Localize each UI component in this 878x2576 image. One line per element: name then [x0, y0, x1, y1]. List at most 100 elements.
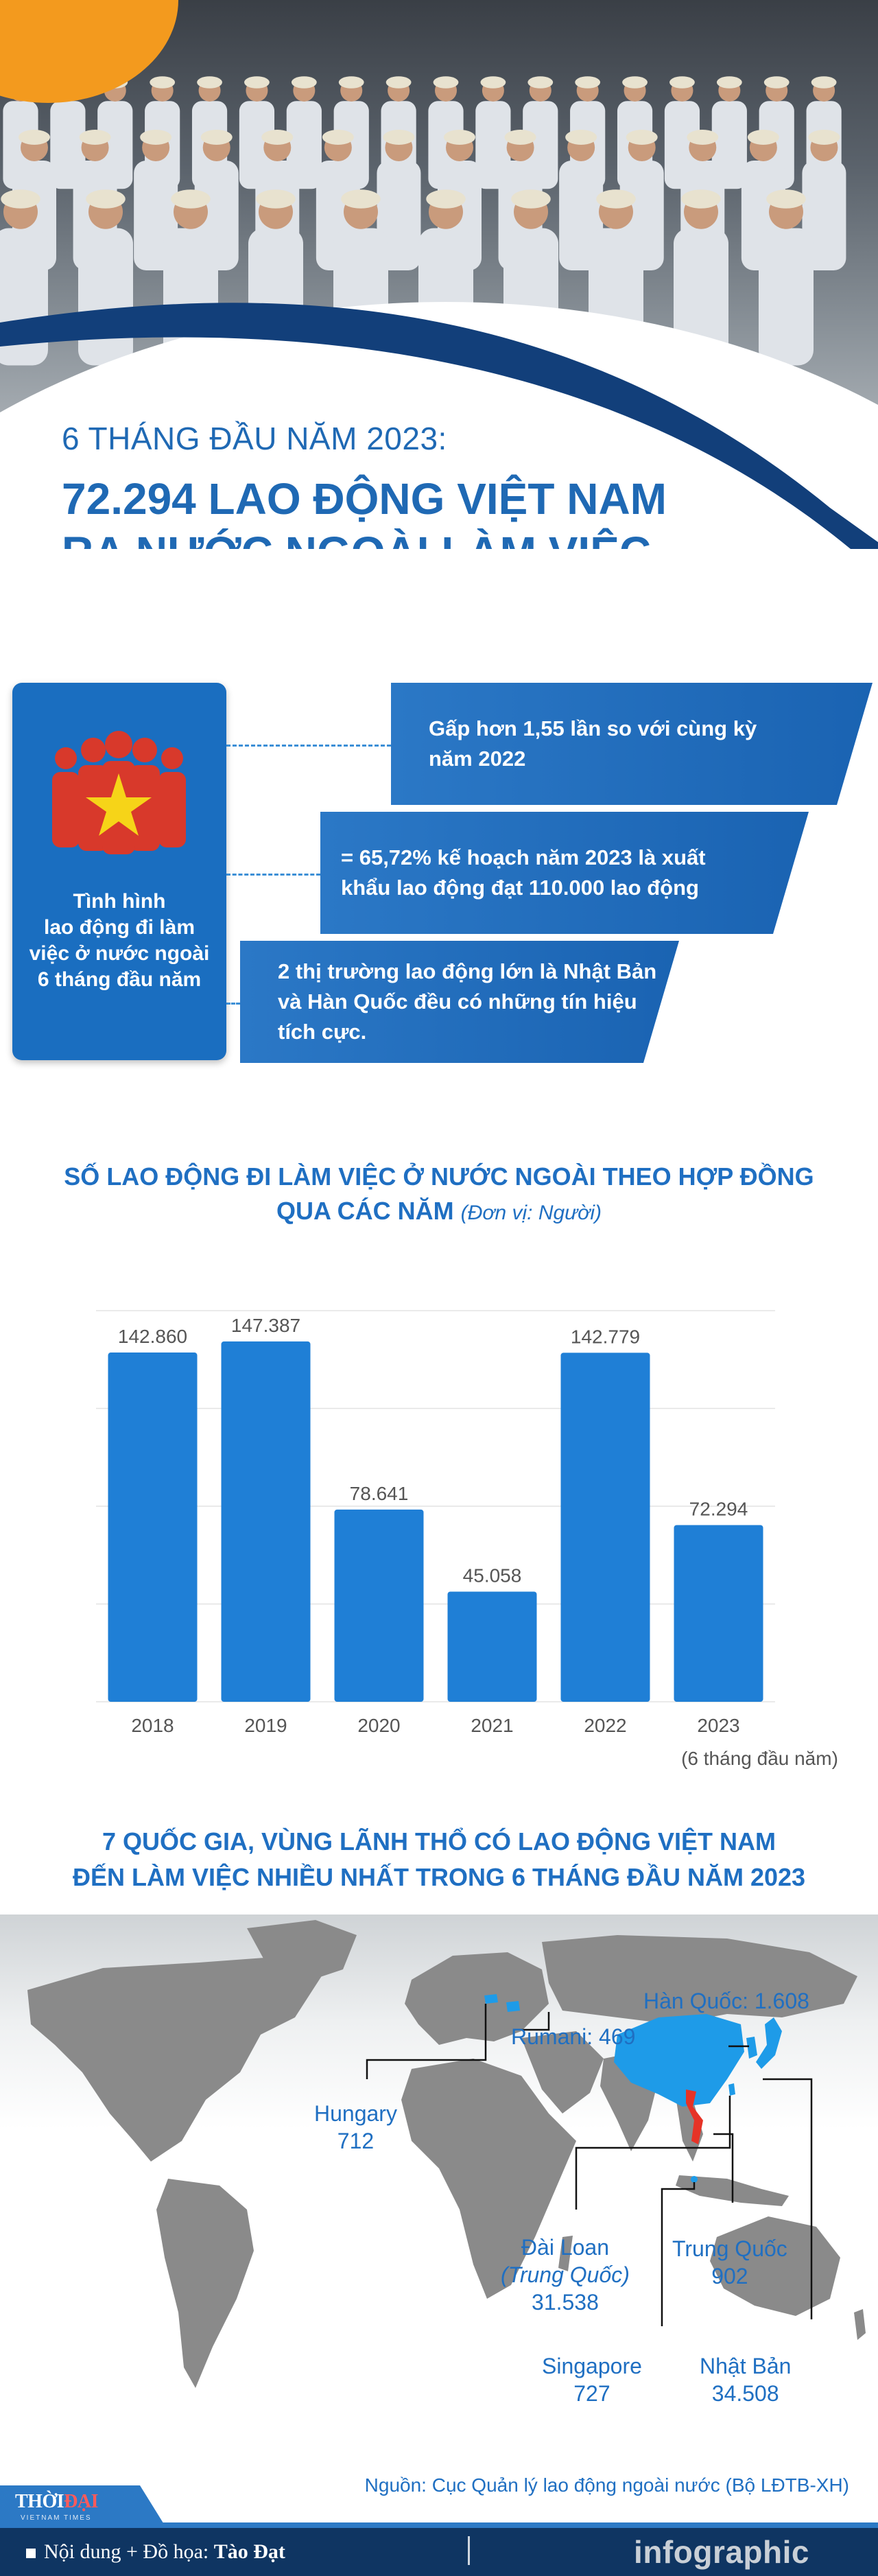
bar-chart: 142.860 2018 147.387 2019 78.641 2020 45.058 20…: [96, 1310, 838, 1769]
label-china: Trung Quốc 902: [672, 2235, 787, 2290]
credit-label: Nội dung + Đồ họa:: [44, 2540, 209, 2563]
summary-label-line: lao động đi làm: [43, 916, 195, 939]
connector-line: [226, 745, 391, 747]
china-value: 902: [711, 2264, 748, 2288]
logo-background: [0, 2485, 165, 2525]
hero-title: 72.294 LAO ĐỘNG VIỆT NAM RA NƯỚC NGOÀI L…: [62, 472, 667, 549]
fact-line: = 65,72% kế hoạch năm 2023 là xuất: [341, 845, 706, 869]
fact-line: và Hàn Quốc đều có những tín hiệu: [278, 990, 637, 1014]
bar-value-label: 142.779: [571, 1326, 640, 1347]
bar: [334, 1509, 424, 1702]
north-america-shape: [27, 1957, 322, 2162]
taiwan-name: Đài Loan: [521, 2235, 609, 2260]
hero-title-line-2: RA NƯỚC NGOÀI LÀM VIỆC: [62, 526, 667, 549]
singapore-leader: [661, 2182, 696, 2326]
hungary-value: 712: [337, 2129, 375, 2153]
south-america-shape: [156, 2179, 254, 2388]
africa-shape: [401, 2059, 576, 2299]
crowd-illustration: [0, 76, 846, 366]
leader-lines: [366, 2004, 813, 2326]
fact-banner-2: = 65,72% kế hoạch năm 2023 là xuất khẩu …: [320, 812, 809, 934]
summary-section: Tình hình lao động đi làm việc ở nước ng…: [0, 683, 878, 1067]
taiwan-note: (Trung Quốc): [501, 2262, 630, 2287]
logo-text-a: THỜI: [15, 2491, 64, 2512]
category-label: 2021: [471, 1715, 513, 1736]
category-label: 2023: [697, 1715, 739, 1736]
label-hungary: Hungary 712: [314, 2100, 397, 2155]
category-label: 2020: [357, 1715, 400, 1736]
square-bullet-icon: [26, 2549, 36, 2559]
korea-shape: [746, 2037, 757, 2059]
bar-value-label: 147.387: [231, 1315, 300, 1336]
fact-line: tích cực.: [278, 1020, 367, 1044]
russia-shape: [542, 1935, 857, 2024]
summary-label-line: 6 tháng đầu năm: [37, 968, 202, 991]
hungary-name: Hungary: [314, 2101, 397, 2126]
hero-title-line-1: 72.294 LAO ĐỘNG VIỆT NAM: [62, 474, 667, 524]
category-label: 2018: [131, 1715, 174, 1736]
summary-box: Tình hình lao động đi làm việc ở nước ng…: [12, 683, 226, 1060]
vietnam-shape: [686, 2089, 703, 2144]
hungary-leader: [366, 2004, 487, 2079]
logo-subtitle: VIETNAM TIMES: [21, 2514, 92, 2522]
chart-title-line-1: SỐ LAO ĐỘNG ĐI LÀM VIỆC Ở NƯỚC NGOÀI THE…: [64, 1162, 814, 1191]
map-title-line-2: ĐẾN LÀM VIỆC NHIỀU NHẤT TRONG 6 THÁNG ĐẦ…: [72, 1863, 806, 1891]
summary-label: Tình hình lao động đi làm việc ở nước ng…: [12, 889, 226, 993]
fact-banner-1: Gấp hơn 1,55 lần so với cùng kỳ năm 2022: [391, 683, 873, 805]
credit-name: Tào Đạt: [213, 2540, 285, 2563]
hero-banner: 6 THÁNG ĐẦU NĂM 2023: 72.294 LAO ĐỘNG VI…: [0, 0, 878, 549]
new-zealand-shape: [854, 2309, 866, 2340]
japan-shape: [756, 2017, 782, 2069]
map-title: 7 QUỐC GIA, VÙNG LÃNH THỔ CÓ LAO ĐỘNG VI…: [0, 1824, 878, 1895]
singapore-dot: [691, 2176, 698, 2183]
fact-line: 2 thị trường lao động lớn là Nhật Bản: [278, 959, 657, 983]
bar-value-label: 45.058: [463, 1565, 522, 1586]
china-name: Trung Quốc: [672, 2236, 787, 2261]
romania-leader: [521, 2012, 550, 2031]
infographic-brand: infographic: [634, 2534, 809, 2570]
bar-value-label: 78.641: [350, 1483, 409, 1504]
map-title-line-1: 7 QUỐC GIA, VÙNG LÃNH THỔ CÓ LAO ĐỘNG VI…: [102, 1827, 776, 1855]
worker-figure: [286, 76, 322, 189]
summary-label-line: Tình hình: [73, 890, 166, 913]
greenland-shape: [247, 1920, 357, 1983]
bar: [674, 1525, 763, 1702]
chart-unit: (Đơn vị: Người): [460, 1202, 602, 1224]
singapore-value: 727: [573, 2381, 610, 2406]
blue-swoosh: [0, 303, 878, 549]
singapore-name: Singapore: [542, 2354, 642, 2378]
bar-value-label: 142.860: [118, 1326, 187, 1347]
fact-banner-3: 2 thị trường lao động lớn là Nhật Bản và…: [240, 941, 679, 1063]
credit-line: Nội dung + Đồ họa: Tào Đạt: [26, 2540, 285, 2564]
category-label: 2019: [244, 1715, 287, 1736]
people-with-flag-icon: [52, 731, 186, 854]
footer-separator: [468, 2536, 470, 2565]
europe-shape: [405, 1952, 549, 2045]
source-note: Nguồn: Cục Quản lý lao động ngoài nước (…: [364, 2474, 849, 2496]
hero-subtitle: 6 THÁNG ĐẦU NĂM 2023:: [62, 421, 447, 456]
japan-name: Nhật Bản: [700, 2354, 792, 2378]
taiwan-value: 31.538: [532, 2290, 599, 2315]
china-leader: [713, 2133, 734, 2203]
japan-leader: [763, 2078, 813, 2319]
label-japan: Nhật Bản 34.508: [700, 2352, 791, 2407]
hungary-shape: [484, 1994, 498, 2004]
taiwan-leader: [575, 2096, 731, 2210]
connector-line: [226, 874, 320, 876]
bar-value-label: 72.294: [689, 1498, 748, 1519]
logo-text-b: ĐẠI: [64, 2491, 98, 2512]
category-note: (6 tháng đầu năm): [681, 1748, 838, 1769]
label-singapore: Singapore 727: [542, 2352, 642, 2407]
worker-figure: [759, 189, 814, 366]
footer-strip: [0, 2522, 878, 2528]
fact-line: khẩu lao động đạt 110.000 lao động: [341, 876, 699, 900]
connector-line: [226, 1003, 240, 1005]
bar: [447, 1591, 537, 1702]
romania-shape: [506, 2001, 520, 2012]
bar: [108, 1353, 198, 1702]
category-label: 2022: [584, 1715, 626, 1736]
thoi-dai-logo: THỜIĐẠI: [15, 2491, 98, 2513]
chart-title-line-2: QUA CÁC NĂM (Đơn vị: Người): [0, 1194, 878, 1230]
chart-title-years: QUA CÁC NĂM: [276, 1197, 454, 1225]
bar: [221, 1341, 311, 1702]
